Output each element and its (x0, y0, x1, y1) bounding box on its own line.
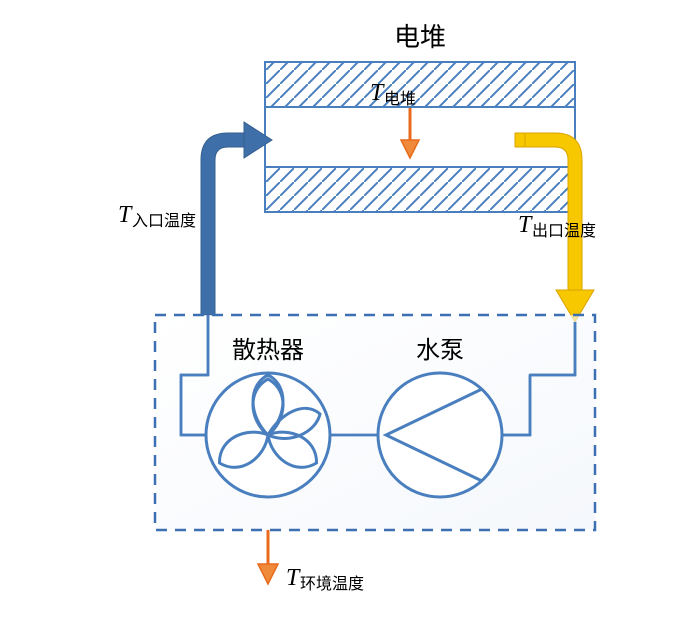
stack-block: 电堆 T 电堆 (265, 23, 575, 212)
pump-title: 水泵 (416, 337, 464, 364)
stack-temp-T: T (370, 80, 385, 106)
thermal-loop-diagram: 电堆 T 电堆 T 入口温度 (0, 0, 698, 619)
stack-temp-sub: 电堆 (384, 90, 416, 108)
inlet-temp-T: T (118, 202, 133, 228)
stack-title: 电堆 (394, 23, 446, 52)
inlet-temp-label: T 入口温度 (118, 202, 196, 230)
stack-hatch-top (265, 62, 575, 107)
outlet-temp-label: T 出口温度 (518, 212, 596, 240)
pump-circle (378, 373, 502, 497)
ambient-temp-sub: 环境温度 (300, 574, 364, 593)
radiator-title: 散热器 (232, 337, 304, 364)
outlet-temp-sub: 出口温度 (532, 222, 596, 240)
ambient-arrow (258, 530, 278, 584)
inlet-arrow: T 入口温度 (118, 122, 272, 315)
inlet-temp-sub: 入口温度 (132, 212, 196, 230)
outlet-temp-T: T (518, 212, 533, 238)
stack-hatch-bottom (265, 167, 575, 212)
ambient-temp-label: T 环境温度 (286, 565, 364, 593)
ambient-temp-T: T (286, 565, 301, 591)
